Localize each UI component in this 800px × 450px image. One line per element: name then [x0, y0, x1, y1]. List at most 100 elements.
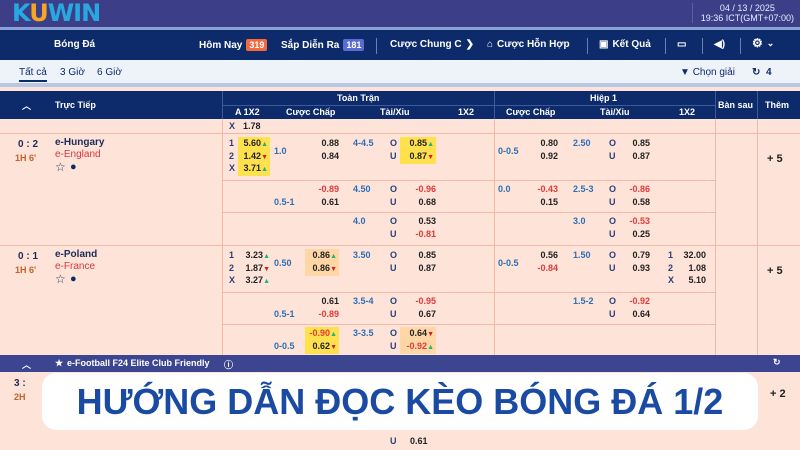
odds-up-icon: ▲ — [263, 253, 270, 260]
table-header: ︿ Trực Tiếp Toàn Trận Hiệp 1 A 1X2 Cược … — [0, 91, 800, 119]
odds-up-icon: ▲ — [263, 278, 270, 285]
subtab-3h[interactable]: 3 Giờ — [60, 67, 85, 78]
h1-ou-odds[interactable]: -0.86 — [629, 184, 650, 194]
favorite-league-icon[interactable]: ★ — [55, 358, 64, 368]
ou-odds[interactable]: 0.87 — [418, 263, 436, 273]
subtab-all[interactable]: Tất cả — [19, 67, 47, 82]
hdp-odds[interactable]: 0.84 — [321, 151, 339, 161]
favorite-star-icon[interactable]: ☆ — [55, 272, 66, 286]
chevron-right-icon[interactable]: ❯ — [465, 39, 474, 50]
tab-today[interactable]: Hôm Nay 319 — [199, 39, 268, 51]
a1x2-odds[interactable]: 5.60▲ — [238, 137, 270, 151]
refresh-league-icon[interactable]: ↻ — [773, 357, 781, 367]
tab-parlay[interactable]: ⌂ Cược Hỗn Hợp — [487, 39, 570, 50]
refresh-button[interactable]: ↻ 4 — [752, 67, 772, 78]
refresh-icon: ↻ — [752, 67, 761, 78]
filter-league-button[interactable]: ▼ Chọn giải — [680, 67, 735, 78]
a1x2-odds[interactable]: 3.27▲ — [245, 275, 270, 285]
h1-ou-odds[interactable]: -0.53 — [629, 216, 650, 226]
h1-ou-odds[interactable]: 0.58 — [632, 197, 650, 207]
partial-row-value[interactable]: 1.78 — [243, 121, 261, 131]
hdp-line: 0.50 — [274, 258, 292, 268]
live-stream-icon[interactable]: ● — [70, 273, 77, 285]
tab-today-label: Hôm Nay — [199, 39, 243, 51]
chevron-down-icon[interactable]: ⌄ — [766, 37, 775, 48]
favorite-star-icon[interactable]: ☆ — [55, 160, 66, 174]
h1-hdp-odds[interactable]: 0.80 — [540, 138, 558, 148]
ou-odds[interactable]: -0.95 — [415, 296, 436, 306]
ou-odds[interactable]: 0.85 — [418, 250, 436, 260]
ou-odds[interactable]: 0.85▲ — [400, 137, 436, 151]
h1-hdp-odds[interactable]: -0.43 — [537, 184, 558, 194]
ou-odds[interactable]: -0.81 — [415, 229, 436, 239]
hdp-odds[interactable]: 0.62▼ — [305, 340, 339, 354]
sound-icon[interactable]: ◀) — [714, 39, 726, 50]
tab-outright[interactable]: Cược Chung C ❯ — [390, 39, 474, 50]
match3-more-button[interactable]: + 2 — [770, 388, 786, 400]
match3-ou-value[interactable]: 0.61 — [410, 436, 428, 446]
tv-icon[interactable]: ▭ — [677, 39, 687, 50]
a1x2-odds[interactable]: 1.87▼ — [245, 262, 270, 273]
away-team[interactable]: e-France — [55, 261, 96, 272]
a1x2-odds[interactable]: 1.42▼ — [238, 149, 270, 164]
hdp-odds[interactable]: 0.86▼ — [305, 262, 339, 276]
ou-odds[interactable]: 0.53 — [418, 216, 436, 226]
home-team[interactable]: e-Poland — [55, 249, 98, 260]
h1-ou-odds[interactable]: 0.85 — [632, 138, 650, 148]
h1-hdp-odds[interactable]: 0.15 — [540, 197, 558, 207]
collapse-icon[interactable]: ︿ — [22, 101, 32, 111]
subtab-6h[interactable]: 6 Giờ — [97, 67, 122, 78]
tab-results[interactable]: ▣ Kết Quả — [599, 39, 651, 50]
hdp-line: 0.5-1 — [274, 309, 295, 319]
h1-1x2-odds[interactable]: 5.10 — [688, 275, 706, 285]
tab-upcoming[interactable]: Sắp Diễn Ra 181 — [281, 39, 365, 51]
league-header[interactable]: ︿ ★ e-Football F24 Elite Club Friendly ⓘ… — [0, 355, 800, 372]
col-divider — [222, 119, 223, 355]
header-h1-1x2: 1X2 — [679, 107, 696, 117]
ou-odds[interactable]: 0.67 — [418, 309, 436, 319]
hdp-odds[interactable]: -0.89 — [318, 184, 339, 194]
odds-down-icon: ▼ — [330, 344, 337, 351]
away-team[interactable]: e-England — [55, 149, 101, 160]
h1-1x2-odds[interactable]: 1.08 — [688, 262, 706, 273]
h1-ou-odds[interactable]: -0.92 — [629, 296, 650, 306]
ou-odds[interactable]: 0.87▼ — [400, 150, 436, 164]
h1-hdp-odds[interactable]: -0.84 — [537, 263, 558, 273]
over-label: O — [390, 138, 398, 148]
h1-1x2-odds[interactable]: 32.00 — [683, 250, 706, 260]
h1-hdp-odds[interactable]: 0.56 — [540, 250, 558, 260]
odds-up-icon: ▲ — [427, 344, 434, 351]
subrow-divider — [222, 324, 715, 325]
hdp-odds[interactable]: -0.90▲ — [305, 327, 339, 341]
header-ou: Tài/Xỉu — [380, 107, 410, 117]
live-stream-icon[interactable]: ● — [70, 161, 77, 173]
hdp-line: 1.0 — [274, 146, 287, 156]
info-icon[interactable]: ⓘ — [224, 360, 234, 370]
ou-odds[interactable]: 0.68 — [418, 197, 436, 207]
hdp-odds[interactable]: -0.89 — [318, 309, 339, 319]
h1-ou-line: 1.5-2 — [573, 296, 594, 306]
collapse-league-icon[interactable]: ︿ — [22, 360, 32, 370]
hdp-odds[interactable]: 0.61 — [321, 296, 339, 306]
h1-ou-odds[interactable]: 0.64 — [632, 309, 650, 319]
more-bets-button[interactable]: + 5 — [767, 153, 783, 165]
more-bets-button[interactable]: + 5 — [767, 265, 783, 277]
settings-gear-icon[interactable]: ⚙ ⌄ — [752, 36, 775, 50]
h1-ou-odds[interactable]: 0.25 — [632, 229, 650, 239]
h1-hdp-odds[interactable]: 0.92 — [540, 151, 558, 161]
ou-odds[interactable]: -0.96 — [415, 184, 436, 194]
hdp-odds[interactable]: 0.88 — [321, 138, 339, 148]
nav-bong-da[interactable]: Bóng Đá — [54, 39, 95, 50]
hdp-odds[interactable]: 0.86▲ — [305, 249, 339, 263]
h1-under-label: U — [609, 197, 616, 207]
hdp-odds[interactable]: 0.61 — [321, 197, 339, 207]
h1-ou-odds[interactable]: 0.93 — [632, 263, 650, 273]
h1-ou-odds[interactable]: 0.79 — [632, 250, 650, 260]
ou-odds[interactable]: 0.64▼ — [400, 327, 436, 341]
ou-line: 3-3.5 — [353, 328, 374, 338]
a1x2-odds[interactable]: 3.23▲ — [245, 250, 270, 260]
home-team[interactable]: e-Hungary — [55, 137, 105, 148]
h1-ou-odds[interactable]: 0.87 — [632, 151, 650, 161]
ou-odds[interactable]: -0.92▲ — [400, 340, 436, 354]
a1x2-odds[interactable]: 3.71▲ — [238, 162, 270, 176]
